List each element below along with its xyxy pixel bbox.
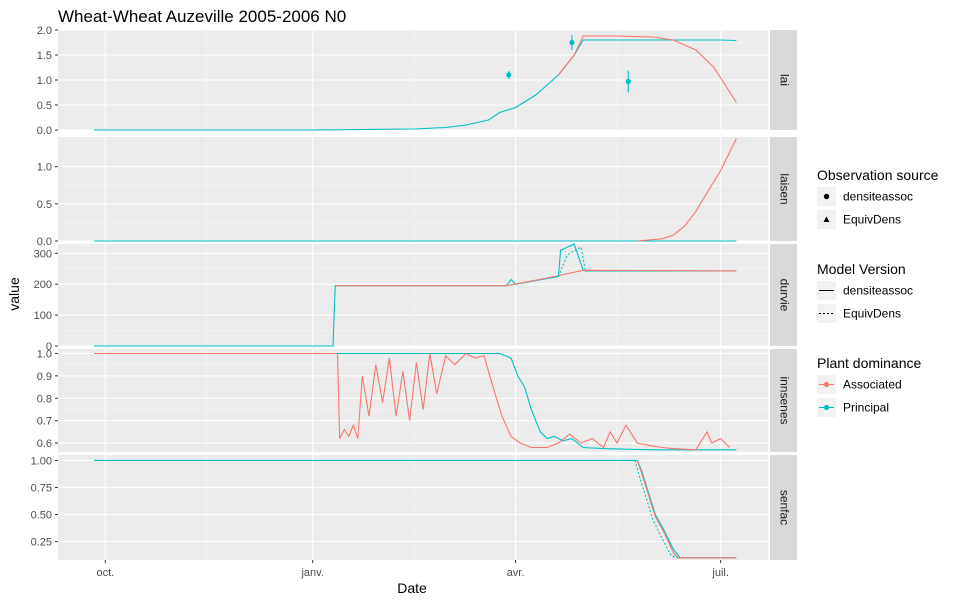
- facet-strip-label: senfac: [777, 490, 791, 525]
- facet-strip-label: innsenes: [777, 376, 791, 424]
- panel-background: [58, 137, 768, 241]
- legend-title: Plant dominance: [817, 355, 922, 371]
- legend-0: Observation source densiteassoc EquivDens: [817, 167, 939, 229]
- x-axis: oct. janv. avr. juil.: [96, 560, 729, 579]
- facet-lai: 0.0 0.5 1.0 1.5 2.0 lai: [37, 25, 797, 137]
- y-tick-label: 0.25: [31, 537, 52, 549]
- x-axis-title: Date: [397, 580, 427, 596]
- y-tick-label: 1.0: [37, 162, 52, 174]
- y-tick-label: 0.7: [37, 416, 52, 428]
- legend-color-point: [823, 404, 830, 411]
- legend-key: [817, 304, 836, 323]
- series-line-associated-densiteassoc: [557, 35, 737, 103]
- legend-2: Plant dominance Associated Principal: [817, 355, 922, 417]
- legend-label: Principal: [843, 401, 889, 415]
- series-line-principal-equivdens: [634, 460, 678, 559]
- y-tick-label: 0.0: [37, 125, 52, 137]
- legend-label: densiteassoc: [843, 190, 913, 204]
- facet-strip: [770, 244, 797, 346]
- y-tick-label: 1.5: [37, 50, 52, 62]
- panel-background: [58, 455, 768, 560]
- series-line-associated-densiteassoc: [94, 352, 731, 451]
- y-tick-label: 0: [46, 341, 52, 353]
- y-tick-label: 1.0: [37, 75, 52, 87]
- x-tick-label: janv.: [300, 567, 323, 579]
- y-tick-label: 100: [34, 310, 52, 322]
- series-line-principal-densiteassoc: [94, 39, 737, 131]
- legend-color-point: [823, 381, 830, 388]
- facet-strip-label: durvie: [777, 279, 791, 312]
- facet-strip-label: lai: [777, 74, 791, 86]
- legend-title: Model Version: [817, 261, 906, 277]
- panel-background: [58, 349, 768, 452]
- y-tick-label: 1.00: [31, 455, 52, 467]
- legend-label: EquivDens: [843, 213, 901, 227]
- legend-label: densiteassoc: [843, 284, 913, 298]
- y-tick-label: 0.8: [37, 393, 52, 405]
- y-tick-label: 0.50: [31, 510, 52, 522]
- y-tick-label: 200: [34, 279, 52, 291]
- facet-strip: [770, 137, 797, 241]
- x-tick-label: avr.: [507, 567, 525, 579]
- y-tick-label: 300: [34, 248, 52, 260]
- y-tick-label: 1.0: [37, 348, 52, 360]
- legend-title: Observation source: [817, 167, 939, 183]
- y-tick-label: 0.9: [37, 371, 52, 383]
- facet-strip: [770, 455, 797, 560]
- y-tick-label: 0.0: [37, 236, 52, 248]
- facet-strip-label: laisen: [777, 173, 791, 204]
- legend-triangle-symbol: [823, 216, 830, 222]
- x-tick-label: juil.: [711, 567, 729, 579]
- legend-label: EquivDens: [843, 307, 901, 321]
- x-tick-label: oct.: [96, 567, 114, 579]
- chart-title: Wheat-Wheat Auzeville 2005-2006 N0: [58, 7, 346, 26]
- legend-circle-symbol: [823, 193, 830, 200]
- facet-laisen: 0.0 0.5 1.0 laisen: [37, 137, 797, 248]
- panel-background: [58, 244, 768, 346]
- series-line-associated-densiteassoc: [637, 138, 737, 242]
- observation-point: [569, 39, 575, 46]
- y-tick-label: 2.0: [37, 25, 52, 37]
- observation-point: [506, 72, 512, 78]
- series-line-associated-densiteassoc: [636, 460, 737, 559]
- y-tick-label: 0.5: [37, 100, 52, 112]
- y-tick-label: 0.5: [37, 199, 52, 211]
- series-line-associated-densiteassoc: [335, 269, 737, 287]
- legend-label: Associated: [843, 378, 902, 392]
- facet-durvie: 0 100 200 300 durvie: [34, 243, 797, 353]
- observation-point: [625, 78, 631, 85]
- facet-strip: [770, 349, 797, 452]
- series-line-principal-densiteassoc: [94, 352, 737, 451]
- y-tick-label: 0.75: [31, 482, 52, 494]
- y-tick-label: 0.6: [37, 438, 52, 450]
- y-axis-title: value: [6, 277, 22, 311]
- facet-innsenes: 0.6 0.7 0.8 0.9 1.0 innsenes: [37, 348, 797, 452]
- facet-senfac: 0.25 0.50 0.75 1.00 senfac: [31, 455, 797, 560]
- facet-panels: 0.0 0.5 1.0 1.5 2.0 lai 0.0 0.5 1.0 laisen 0 100 200…: [31, 25, 797, 560]
- facet-strip: [770, 30, 797, 130]
- legend-1: Model Version densiteassoc EquivDens: [817, 261, 913, 323]
- legends: Observation sourcedensiteassocEquivDensM…: [817, 167, 939, 417]
